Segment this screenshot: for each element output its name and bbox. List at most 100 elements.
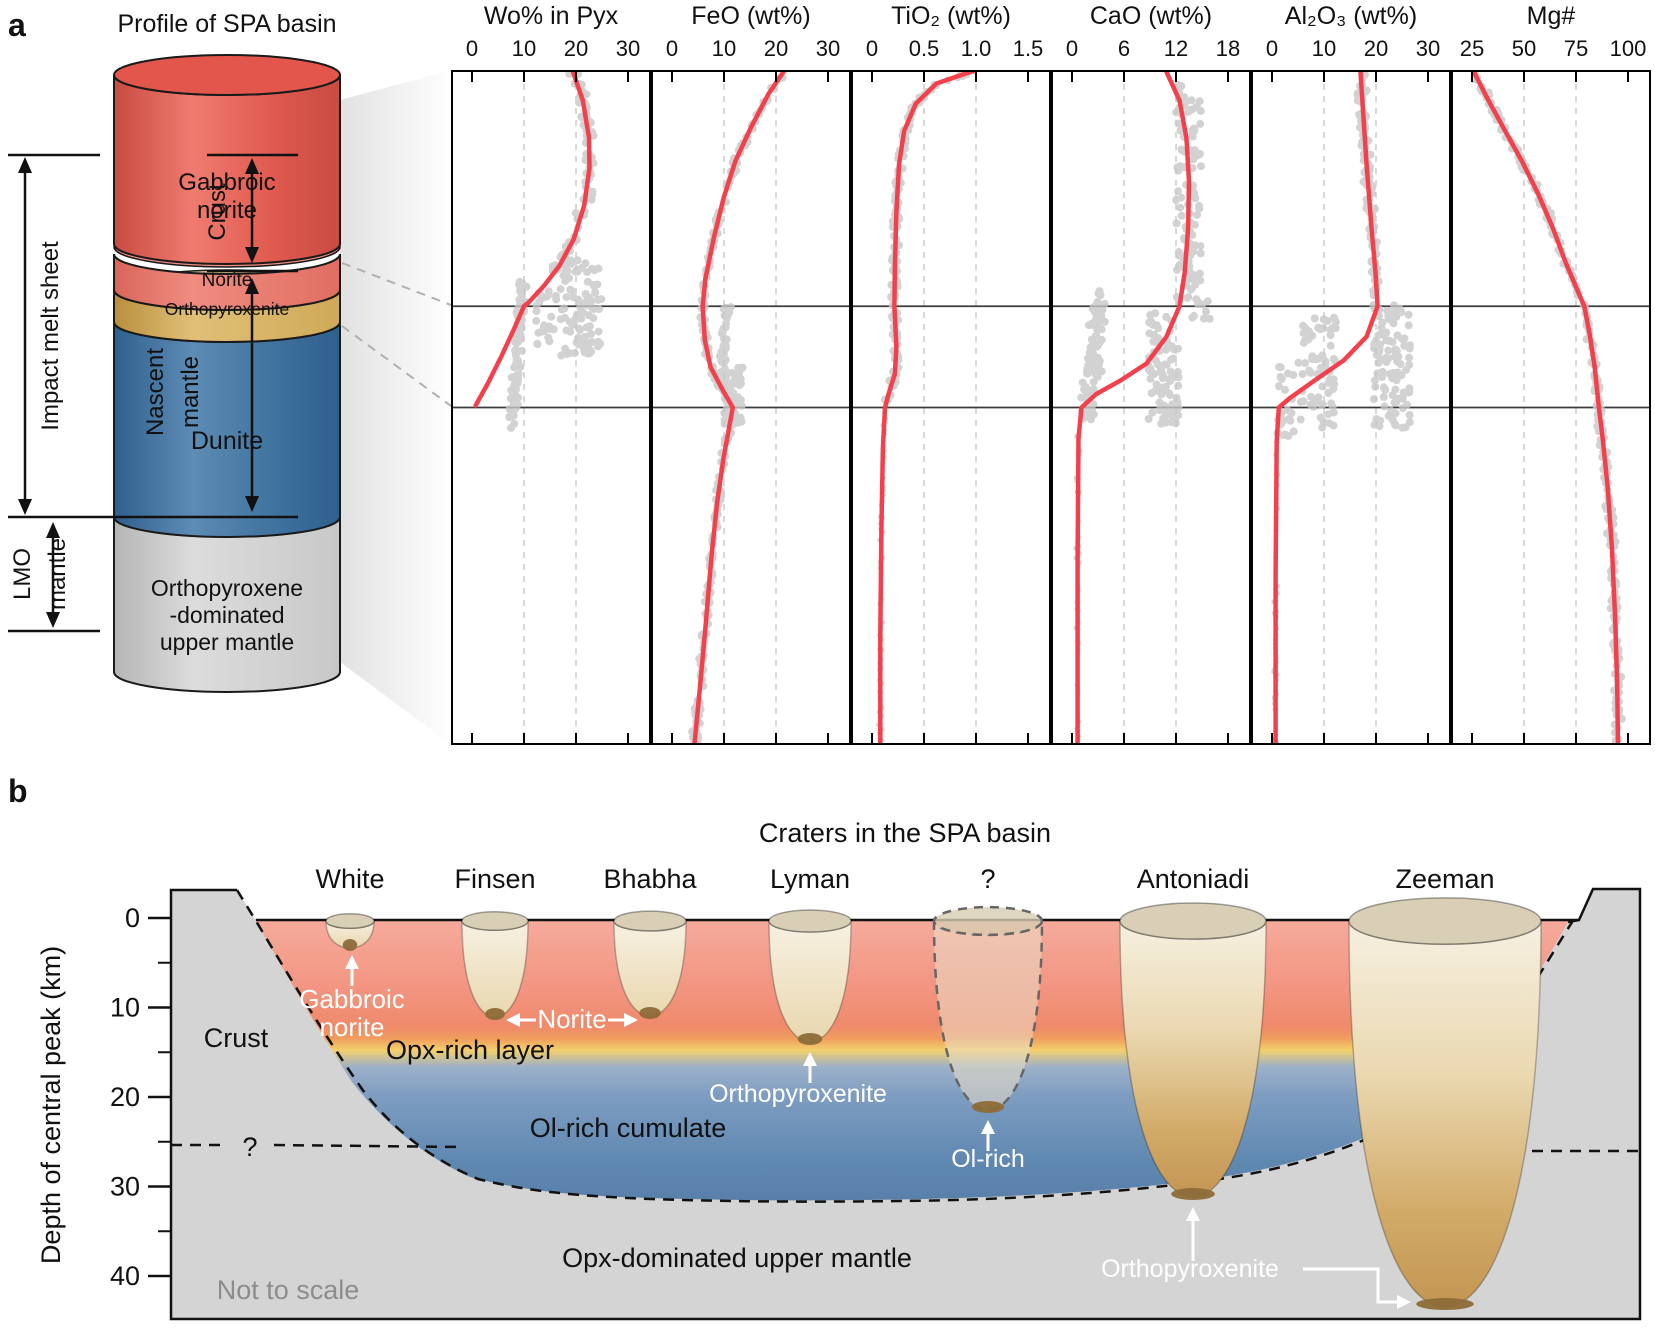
chart-cao: CaO (wt%) 0 6 12 18 xyxy=(1051,0,1251,745)
panel-a-label: a xyxy=(8,7,26,43)
tick-label: 100 xyxy=(1609,36,1647,61)
diagram-label: Not to scale xyxy=(217,1275,360,1305)
tick-label: 20 xyxy=(1363,36,1389,61)
depth-profile-charts: Wo% in Pyx 0 10 20 30 FeO (wt%) 0 10 20 30 TiO₂ (w… xyxy=(451,0,1651,745)
lmo-label-1: LMO xyxy=(9,548,36,600)
layer-connector-lines xyxy=(341,262,452,407)
svg-text:Orthopyroxenite: Orthopyroxenite xyxy=(165,299,290,319)
crust-bracket-label: Crust xyxy=(204,183,231,241)
profile-line xyxy=(878,70,979,745)
crater-name-finsen: Finsen xyxy=(454,864,535,894)
crater-floor-deposit xyxy=(797,1033,823,1045)
svg-text:Norite: Norite xyxy=(202,270,253,291)
chart-border xyxy=(451,70,651,745)
zoom-beam xyxy=(340,70,452,745)
chart-plot-mg-number xyxy=(1451,70,1651,745)
chart-title-feo: FeO (wt%) xyxy=(691,2,811,30)
chart-border xyxy=(851,70,1051,745)
chart-tick-labels: 25 50 75 100 xyxy=(1451,36,1651,62)
chart-title-wo-pyx: Wo% in Pyx xyxy=(483,2,619,30)
arrow-head xyxy=(345,955,359,969)
arrow-head xyxy=(1186,1207,1200,1221)
arrow-head xyxy=(506,1013,520,1027)
scatter-points xyxy=(1271,70,1414,745)
stratigraphic-column xyxy=(113,54,341,693)
tick-label: 10 xyxy=(1311,36,1337,61)
crater-finsen xyxy=(461,910,529,1020)
tick-label: 50 xyxy=(1511,36,1537,61)
diagram-label: Gabbroic xyxy=(299,984,405,1014)
crater-rim xyxy=(932,905,1044,937)
scatter-points xyxy=(505,70,606,432)
crater-name-zeeman: Zeeman xyxy=(1395,864,1494,894)
crater-name-unknown: ? xyxy=(980,864,995,894)
depth-tick-label: 30 xyxy=(110,1172,140,1202)
arrow-head xyxy=(981,1120,995,1134)
nascent-mantle-label-1: Nascent xyxy=(142,348,169,436)
depth-tick-label: 10 xyxy=(110,993,140,1023)
diagram-label: ? xyxy=(242,1132,257,1162)
crater-floor-deposit xyxy=(485,1008,505,1020)
crater-rim xyxy=(613,910,687,932)
norite-segment xyxy=(113,253,341,311)
chart-mg-number: Mg# 25 50 75 100 xyxy=(1451,0,1651,745)
depth-axis: 0 10 20 30 40 xyxy=(110,903,171,1291)
tick-label: 20 xyxy=(763,36,789,61)
tick-label: 10 xyxy=(511,36,537,61)
diagram-label: Orthopyroxenite xyxy=(709,1080,887,1108)
chart-title-mg-number: Mg# xyxy=(1526,2,1576,30)
crater-floor-deposit xyxy=(971,1101,1005,1113)
chart-title-tio2: TiO₂ (wt%) xyxy=(891,2,1011,30)
tick-label: 1.5 xyxy=(1012,36,1044,61)
crater-antoniadi xyxy=(1119,902,1267,1200)
arrow-line xyxy=(1303,1267,1408,1304)
profile-line xyxy=(1075,70,1192,745)
tick-label: 0 xyxy=(465,36,479,61)
crater-floor-deposit xyxy=(639,1007,661,1019)
tick-label: 0 xyxy=(1065,36,1079,61)
diagram-label: Orthopyroxenite xyxy=(1101,1255,1279,1283)
chart-border xyxy=(1251,70,1451,745)
chart-wo-pyx: Wo% in Pyx 0 10 20 30 xyxy=(451,0,651,745)
chart-tick-labels: 0 10 20 30 xyxy=(451,36,651,62)
tick-label: 0 xyxy=(665,36,679,61)
diagram-label: Opx-dominated upper mantle xyxy=(562,1243,912,1273)
tick-label: 12 xyxy=(1163,36,1189,61)
chart-plot-cao xyxy=(1051,70,1251,745)
craters xyxy=(325,897,1542,1310)
chart-al2o3: Al₂O₃ (wt%) 0 10 20 30 xyxy=(1251,0,1451,745)
tick-label: 18 xyxy=(1215,36,1241,61)
diagram-label: Crust xyxy=(204,1023,269,1053)
chart-border xyxy=(651,70,851,745)
lmo-label-2: mantle xyxy=(44,538,71,610)
tick-label: 30 xyxy=(615,36,641,61)
crater-lyman xyxy=(768,909,852,1045)
profile-line xyxy=(1273,70,1380,745)
arrow-head xyxy=(803,1052,817,1066)
crater-floor-deposit xyxy=(1171,1188,1215,1200)
depth-tick-label: 0 xyxy=(125,903,140,933)
crater-unknown xyxy=(932,905,1044,1113)
chart-plot-tio2 xyxy=(851,70,1051,745)
chart-tick-labels: 0 10 20 30 xyxy=(651,36,851,62)
tick-label: 0 xyxy=(865,36,879,61)
profile-line xyxy=(473,70,592,408)
crater-bhabha xyxy=(613,910,687,1019)
chart-title-cao: CaO (wt%) xyxy=(1089,2,1213,30)
crater-rim xyxy=(1348,897,1542,945)
tick-label: 25 xyxy=(1459,36,1485,61)
bracket-labels: Impact melt sheet Crust Nascent mantle L… xyxy=(9,183,231,610)
tick-label: 30 xyxy=(1415,36,1441,61)
crater-floor-deposit xyxy=(342,939,358,951)
diagram-label: Opx-rich layer xyxy=(386,1035,554,1065)
diagram-label: Ol-rich cumulate xyxy=(530,1113,727,1143)
tick-label: 1.0 xyxy=(960,36,992,61)
column-top-rim xyxy=(113,54,341,96)
diagram-label: norite xyxy=(319,1012,384,1042)
chart-plot-wo-pyx xyxy=(451,70,651,745)
terrain-gray xyxy=(171,889,1640,1319)
crater-rim xyxy=(768,909,852,933)
